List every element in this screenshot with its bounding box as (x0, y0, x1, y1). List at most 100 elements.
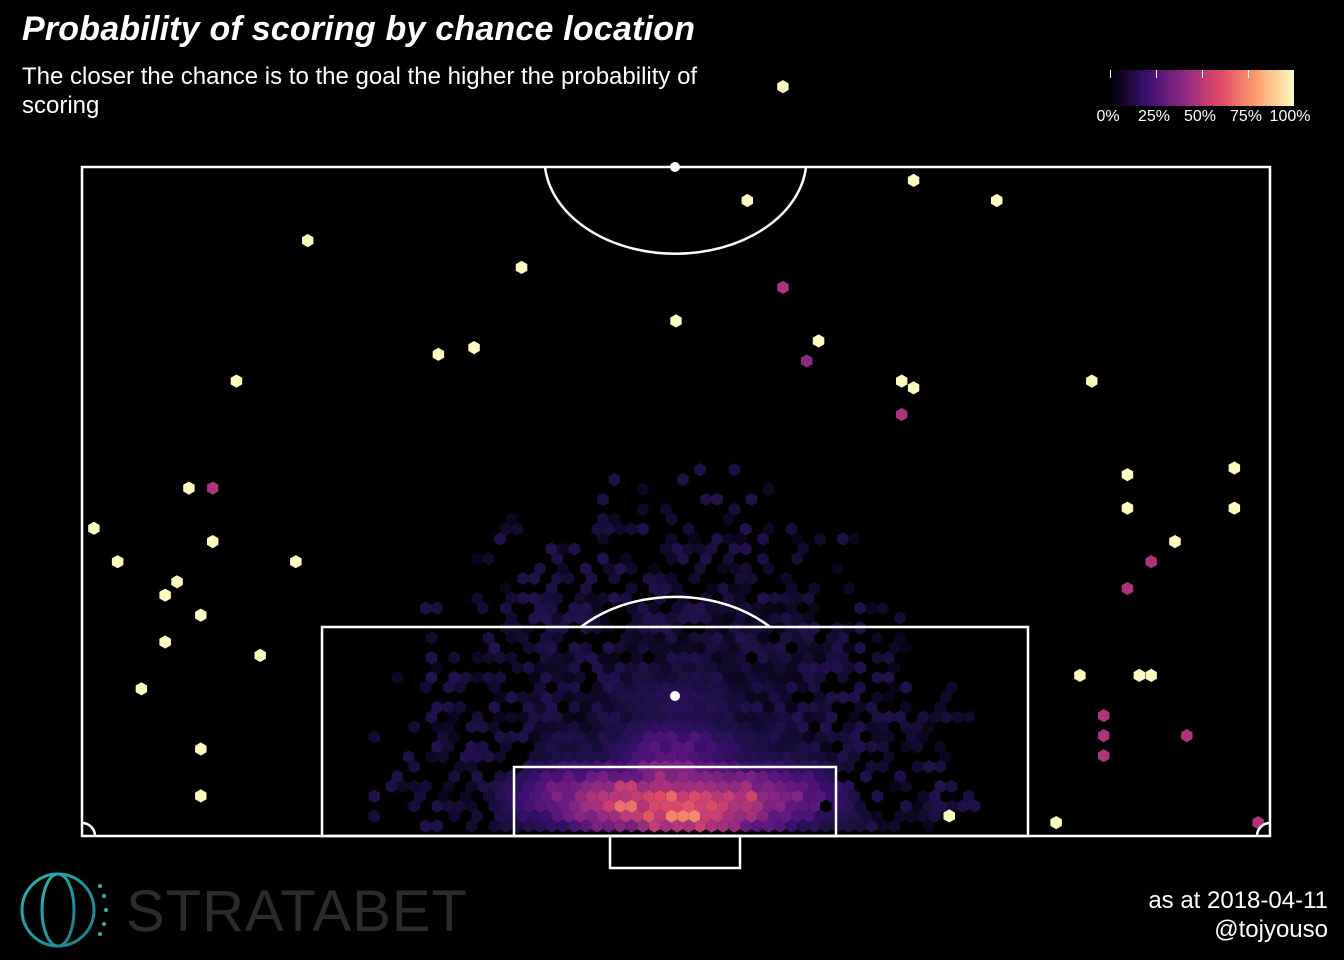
hex-bin (506, 691, 517, 704)
hex-point (1181, 729, 1193, 742)
hex-bin (854, 641, 866, 654)
hex-bin (872, 651, 883, 664)
hex-bin (814, 532, 826, 545)
hex-bin (837, 691, 848, 704)
hex-point (777, 80, 788, 93)
hex-bin (832, 562, 843, 575)
hex-bin (946, 780, 957, 793)
hex-bin (449, 651, 460, 664)
hex-bin (854, 602, 866, 615)
hex-point (1050, 816, 1062, 829)
hex-point (896, 375, 907, 388)
hex-point (195, 609, 206, 622)
hex-point (231, 375, 243, 388)
hex-bin (963, 711, 975, 724)
hex-bin (843, 582, 854, 595)
hex-bin (392, 671, 403, 684)
hex-point (1098, 729, 1109, 742)
hex-bin (694, 463, 705, 476)
hex-bin (517, 592, 528, 605)
hex-bin (472, 671, 483, 684)
hex-point (159, 635, 171, 648)
hex-bin (472, 651, 483, 664)
stratabet-logo: STRATABET (18, 866, 478, 958)
hex-bin (912, 760, 923, 773)
hex-point (813, 334, 825, 347)
hex-point (136, 682, 147, 695)
hex-point (195, 789, 206, 802)
hex-bin (472, 552, 483, 565)
hex-bin (637, 503, 649, 516)
hex-bin (637, 522, 649, 535)
hex-point (1098, 709, 1109, 722)
penalty-spot (670, 691, 680, 701)
hex-point (1098, 749, 1109, 762)
hex-bin (894, 612, 906, 625)
hex-point (1122, 468, 1134, 481)
hex-bin (872, 631, 883, 644)
hex-bin (877, 602, 888, 615)
hex-bin (952, 711, 963, 724)
hex-point (908, 174, 919, 187)
hex-point (1146, 669, 1157, 682)
hex-point (1146, 555, 1157, 568)
hex-bin (369, 730, 380, 743)
hex-point (159, 589, 171, 602)
hex-bin (517, 572, 528, 585)
hex-point (1169, 535, 1181, 548)
hex-bin (763, 483, 774, 496)
hex-bin (369, 810, 380, 823)
hex-bin (866, 602, 877, 615)
hexbin-layer (88, 80, 1264, 833)
hex-bin (420, 602, 432, 615)
hex-bin (872, 671, 883, 684)
hex-bin (426, 631, 438, 644)
hex-point (908, 381, 919, 394)
hex-point (112, 555, 124, 568)
goal (610, 836, 740, 868)
centre-circle-arc (545, 167, 806, 254)
hex-bin (872, 790, 883, 803)
hex-point (207, 482, 218, 495)
author-handle: @tojyouso (1148, 915, 1328, 944)
hex-bin (420, 819, 432, 832)
hex-bin (712, 493, 724, 506)
hex-bin (609, 592, 620, 605)
hex-point (801, 354, 812, 367)
hex-point (1122, 502, 1134, 515)
hex-bin (597, 493, 609, 506)
hex-point (302, 234, 313, 247)
hex-bin (409, 720, 420, 733)
hex-bin (700, 493, 711, 506)
centre-spot (670, 162, 680, 172)
hex-bin (677, 473, 689, 486)
hex-bin (609, 473, 620, 486)
hex-point (88, 522, 99, 535)
logo-wordmark: STRATABET (126, 878, 468, 945)
hex-bin (483, 552, 494, 565)
hex-point (468, 341, 480, 354)
hex-bin (369, 790, 380, 803)
hex-bin (729, 463, 740, 476)
hex-point (1229, 502, 1241, 515)
hex-bin (837, 532, 848, 545)
hex-point (183, 482, 194, 495)
hex-point (1122, 582, 1134, 595)
hex-point (991, 194, 1003, 207)
hex-point (433, 348, 444, 361)
hex-bin (746, 493, 758, 506)
hex-point (896, 408, 907, 421)
hex-bin (432, 602, 443, 615)
hex-point (1134, 669, 1145, 682)
corner-arc-left (82, 823, 95, 836)
hex-bin (637, 483, 649, 496)
hex-bin (854, 661, 866, 674)
hex-bin (506, 711, 517, 724)
globe-icon (18, 866, 108, 956)
hex-bin (900, 681, 911, 694)
hex-point (1229, 461, 1241, 474)
caption: as at 2018-04-11 @tojyouso (1148, 886, 1328, 944)
hex-point (195, 742, 206, 755)
hex-bin (923, 760, 935, 773)
